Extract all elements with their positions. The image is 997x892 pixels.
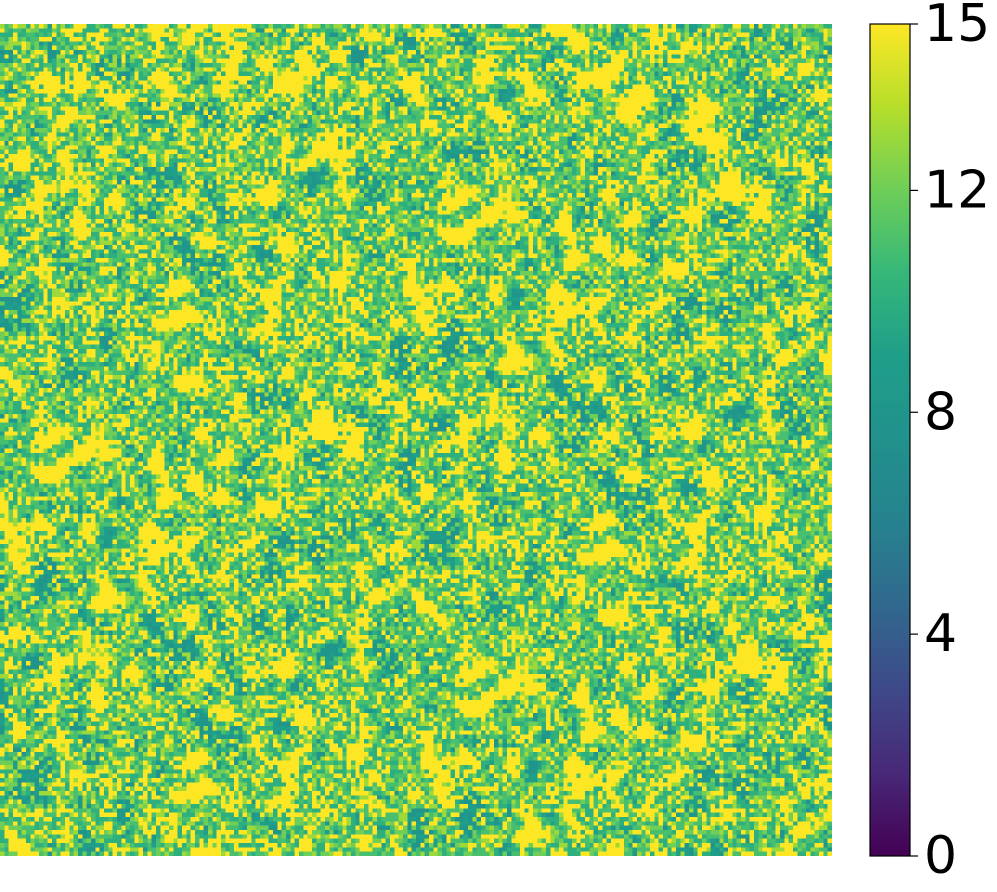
heatmap-cells <box>0 24 832 856</box>
colorbar-tick-label: 0 <box>924 826 957 886</box>
colorbar-tick-label: 4 <box>924 604 957 664</box>
colorbar-tick-label: 8 <box>924 382 957 442</box>
colorbar-tick-label: 15 <box>924 0 990 54</box>
colorbar-tick-label: 12 <box>924 160 990 220</box>
colorbar-ticks: 0 4 8 12 15 <box>910 0 990 886</box>
colorbar-outline <box>869 23 911 857</box>
heatmap-image-container <box>0 24 832 856</box>
colorbar-gradient <box>870 24 910 856</box>
colorbar: 0 4 8 12 15 <box>869 0 990 886</box>
